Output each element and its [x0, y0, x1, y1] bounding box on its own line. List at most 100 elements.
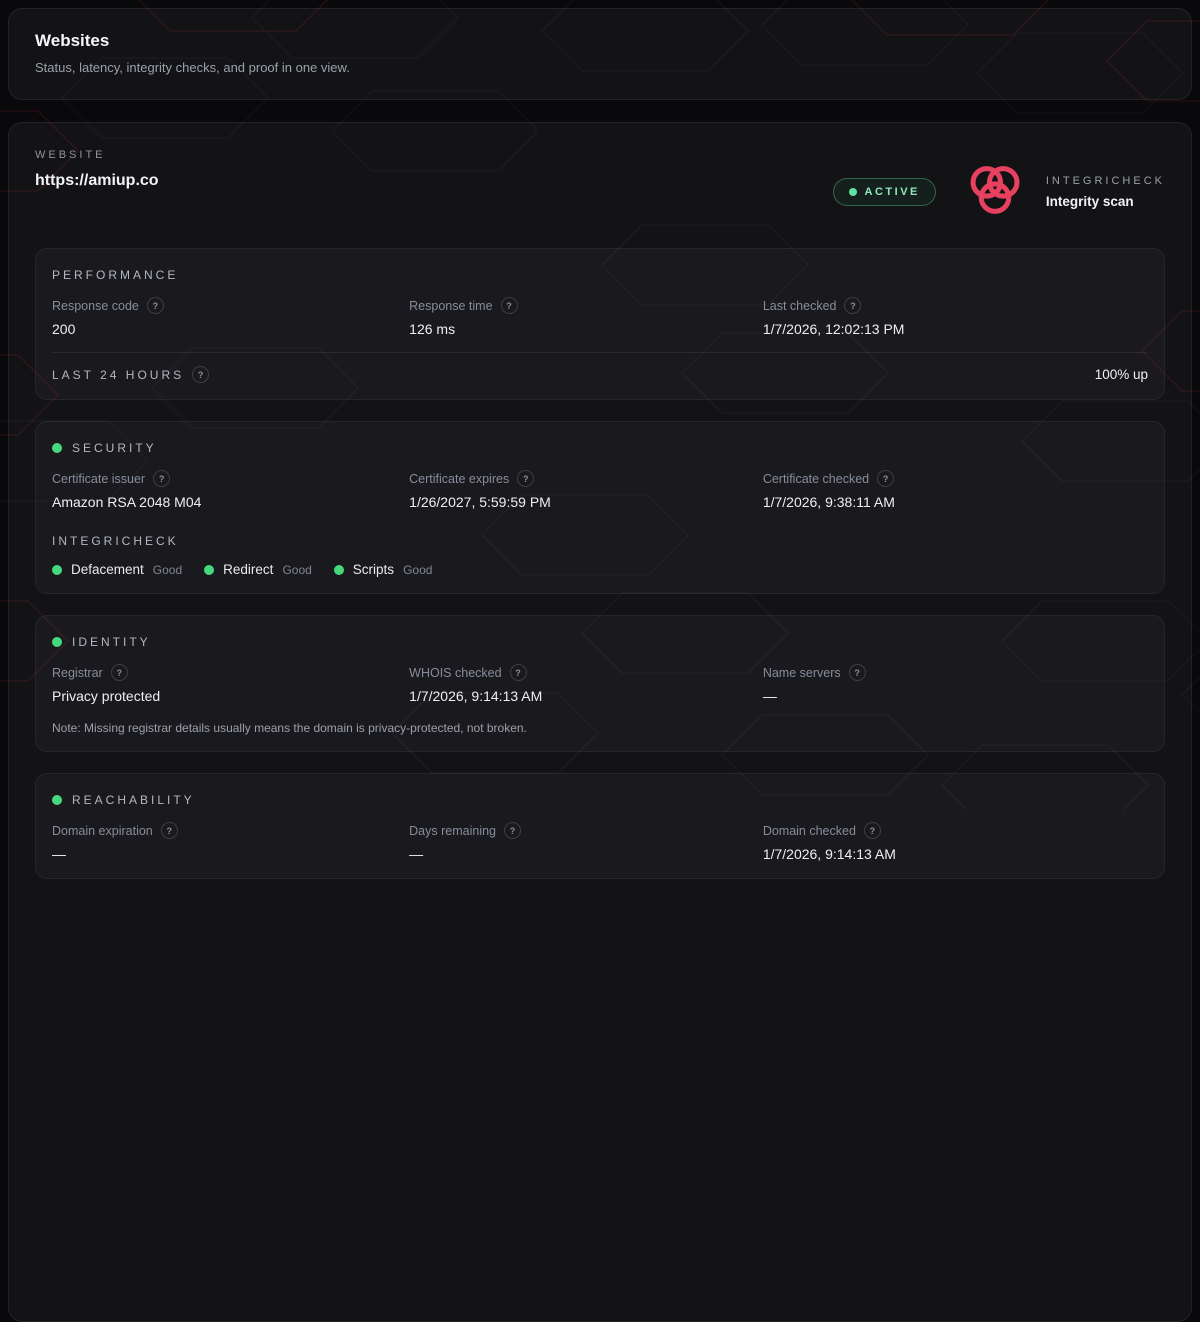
brand-name: INTEGRICHECK — [1045, 175, 1165, 187]
help-icon[interactable]: ? — [877, 470, 895, 487]
check-status: Good — [152, 562, 183, 577]
field-whois-checked: WHOIS checked ? 1/7/2026, 9:14:13 AM — [409, 664, 763, 704]
green-status-dot-icon — [333, 564, 344, 575]
integricheck-subsection-header: INTEGRICHECK — [52, 531, 1148, 548]
section-security-title: SECURITY — [72, 441, 157, 455]
field-label: Name servers — [762, 665, 841, 680]
field-name-servers: Name servers ? — — [763, 664, 1148, 704]
field-value: — — [409, 846, 424, 862]
help-icon[interactable]: ? — [863, 822, 881, 839]
section-reachability: REACHABILITY Domain expiration ? — Days … — [35, 773, 1165, 879]
field-label: Registrar — [52, 665, 103, 680]
check-status: Good — [403, 562, 433, 577]
help-icon[interactable]: ? — [153, 470, 171, 487]
field-value: 1/26/2027, 5:59:59 PM — [409, 494, 551, 510]
field-value: 126 ms — [409, 321, 456, 337]
section-reachability-title: REACHABILITY — [72, 793, 195, 807]
status-badge: ACTIVE — [832, 178, 936, 206]
page: Websites Status, latency, integrity chec… — [8, 8, 1192, 1322]
website-header: WEBSITE https://amiup.co ACTIVE — [35, 149, 1165, 221]
field-value: 1/7/2026, 12:02:13 PM — [762, 321, 905, 337]
green-status-dot-icon — [52, 564, 62, 575]
field-certificate-expires: Certificate expires ? 1/26/2027, 5:59:59… — [409, 470, 763, 510]
field-label: Response code — [52, 298, 139, 313]
check-status: Good — [282, 562, 312, 577]
website-label: WEBSITE — [35, 149, 106, 161]
section-performance-header: PERFORMANCE — [52, 265, 1148, 282]
website-header-right: ACTIVE INTEGRICHECK Integrity scan — [832, 163, 1165, 221]
page-subtitle: Status, latency, integrity checks, and p… — [35, 60, 350, 75]
status-dot-icon — [848, 188, 857, 196]
check-redirect: Redirect Good — [204, 562, 312, 577]
field-response-code: Response code ? 200 — [52, 297, 409, 337]
section-identity-header: IDENTITY — [52, 632, 1148, 649]
field-value: — — [52, 846, 66, 862]
field-label: Domain checked — [762, 823, 856, 838]
help-icon[interactable]: ? — [504, 822, 521, 839]
check-name: Defacement — [71, 562, 144, 577]
identity-note: Note: Missing registrar details usually … — [52, 721, 527, 735]
field-days-remaining: Days remaining ? — — [409, 822, 763, 862]
field-value: Amazon RSA 2048 M04 — [52, 494, 202, 510]
check-defacement: Defacement Good — [52, 562, 182, 577]
help-icon[interactable]: ? — [500, 297, 518, 314]
field-label: Domain expiration — [52, 823, 153, 838]
field-value: 200 — [52, 321, 76, 337]
field-label: Certificate checked — [762, 471, 870, 486]
help-icon[interactable]: ? — [517, 470, 535, 487]
last-24-hours-label: LAST 24 HOURS — [52, 367, 185, 382]
website-card: WEBSITE https://amiup.co ACTIVE — [8, 122, 1192, 1322]
field-label: Days remaining — [409, 823, 496, 838]
field-certificate-issuer: Certificate issuer ? Amazon RSA 2048 M04 — [52, 470, 409, 510]
field-value: — — [762, 688, 777, 704]
website-url: https://amiup.co — [35, 172, 159, 189]
field-label: Last checked — [762, 298, 837, 313]
field-domain-checked: Domain checked ? 1/7/2026, 9:14:13 AM — [763, 822, 1148, 862]
help-icon[interactable]: ? — [844, 297, 862, 314]
integricheck-subsection-title: INTEGRICHECK — [52, 534, 179, 548]
green-status-dot-icon — [52, 795, 62, 805]
help-icon[interactable]: ? — [192, 366, 210, 383]
section-security: SECURITY Certificate issuer ? Amazon RSA… — [35, 421, 1165, 594]
green-status-dot-icon — [52, 443, 62, 453]
security-fields: Certificate issuer ? Amazon RSA 2048 M04… — [52, 470, 1148, 510]
website-title-block: WEBSITE https://amiup.co — [35, 149, 159, 190]
field-value: Privacy protected — [52, 688, 161, 704]
field-domain-expiration: Domain expiration ? — — [52, 822, 409, 862]
page-header-card: Websites Status, latency, integrity chec… — [8, 8, 1192, 100]
green-status-dot-icon — [204, 564, 215, 575]
help-icon[interactable]: ? — [110, 664, 128, 681]
section-identity-title: IDENTITY — [72, 635, 151, 649]
brand-text: INTEGRICHECK Integrity scan — [1046, 175, 1165, 209]
section-performance-title: PERFORMANCE — [52, 268, 179, 282]
help-icon[interactable]: ? — [160, 822, 178, 839]
performance-fields: Response code ? 200 Response time ? 126 … — [52, 297, 1148, 337]
green-status-dot-icon — [52, 637, 62, 647]
field-label: Certificate expires — [409, 471, 510, 486]
status-badge-label: ACTIVE — [864, 186, 920, 198]
section-identity: IDENTITY Registrar ? Privacy protected W… — [35, 615, 1165, 752]
check-name: Redirect — [223, 562, 274, 577]
field-registrar: Registrar ? Privacy protected — [52, 664, 409, 704]
field-label: Response time — [409, 298, 493, 313]
section-security-header: SECURITY — [52, 438, 1148, 455]
field-response-time: Response time ? 126 ms — [409, 297, 763, 337]
brand-block: INTEGRICHECK Integrity scan — [966, 163, 1165, 221]
field-certificate-checked: Certificate checked ? 1/7/2026, 9:38:11 … — [763, 470, 1148, 510]
field-value: 1/7/2026, 9:14:13 AM — [409, 688, 543, 704]
check-scripts: Scripts Good — [333, 562, 433, 577]
field-label: Certificate issuer — [52, 471, 146, 486]
help-icon[interactable]: ? — [848, 664, 866, 681]
help-icon[interactable]: ? — [146, 297, 164, 314]
field-value: 1/7/2026, 9:14:13 AM — [762, 846, 896, 862]
integricheck-checks: Defacement Good Redirect Good Scripts Go… — [52, 562, 1148, 577]
section-reachability-header: REACHABILITY — [52, 790, 1148, 807]
identity-fields: Registrar ? Privacy protected WHOIS chec… — [52, 664, 1148, 704]
brand-tagline: Integrity scan — [1045, 194, 1134, 209]
uptime-footer: LAST 24 HOURS ? 100% up — [52, 352, 1148, 383]
page-title: Websites — [35, 31, 110, 50]
reachability-fields: Domain expiration ? — Days remaining ? —… — [52, 822, 1148, 862]
check-name: Scripts — [352, 562, 395, 577]
integricheck-logo-icon — [970, 166, 1020, 214]
help-icon[interactable]: ? — [509, 664, 527, 681]
